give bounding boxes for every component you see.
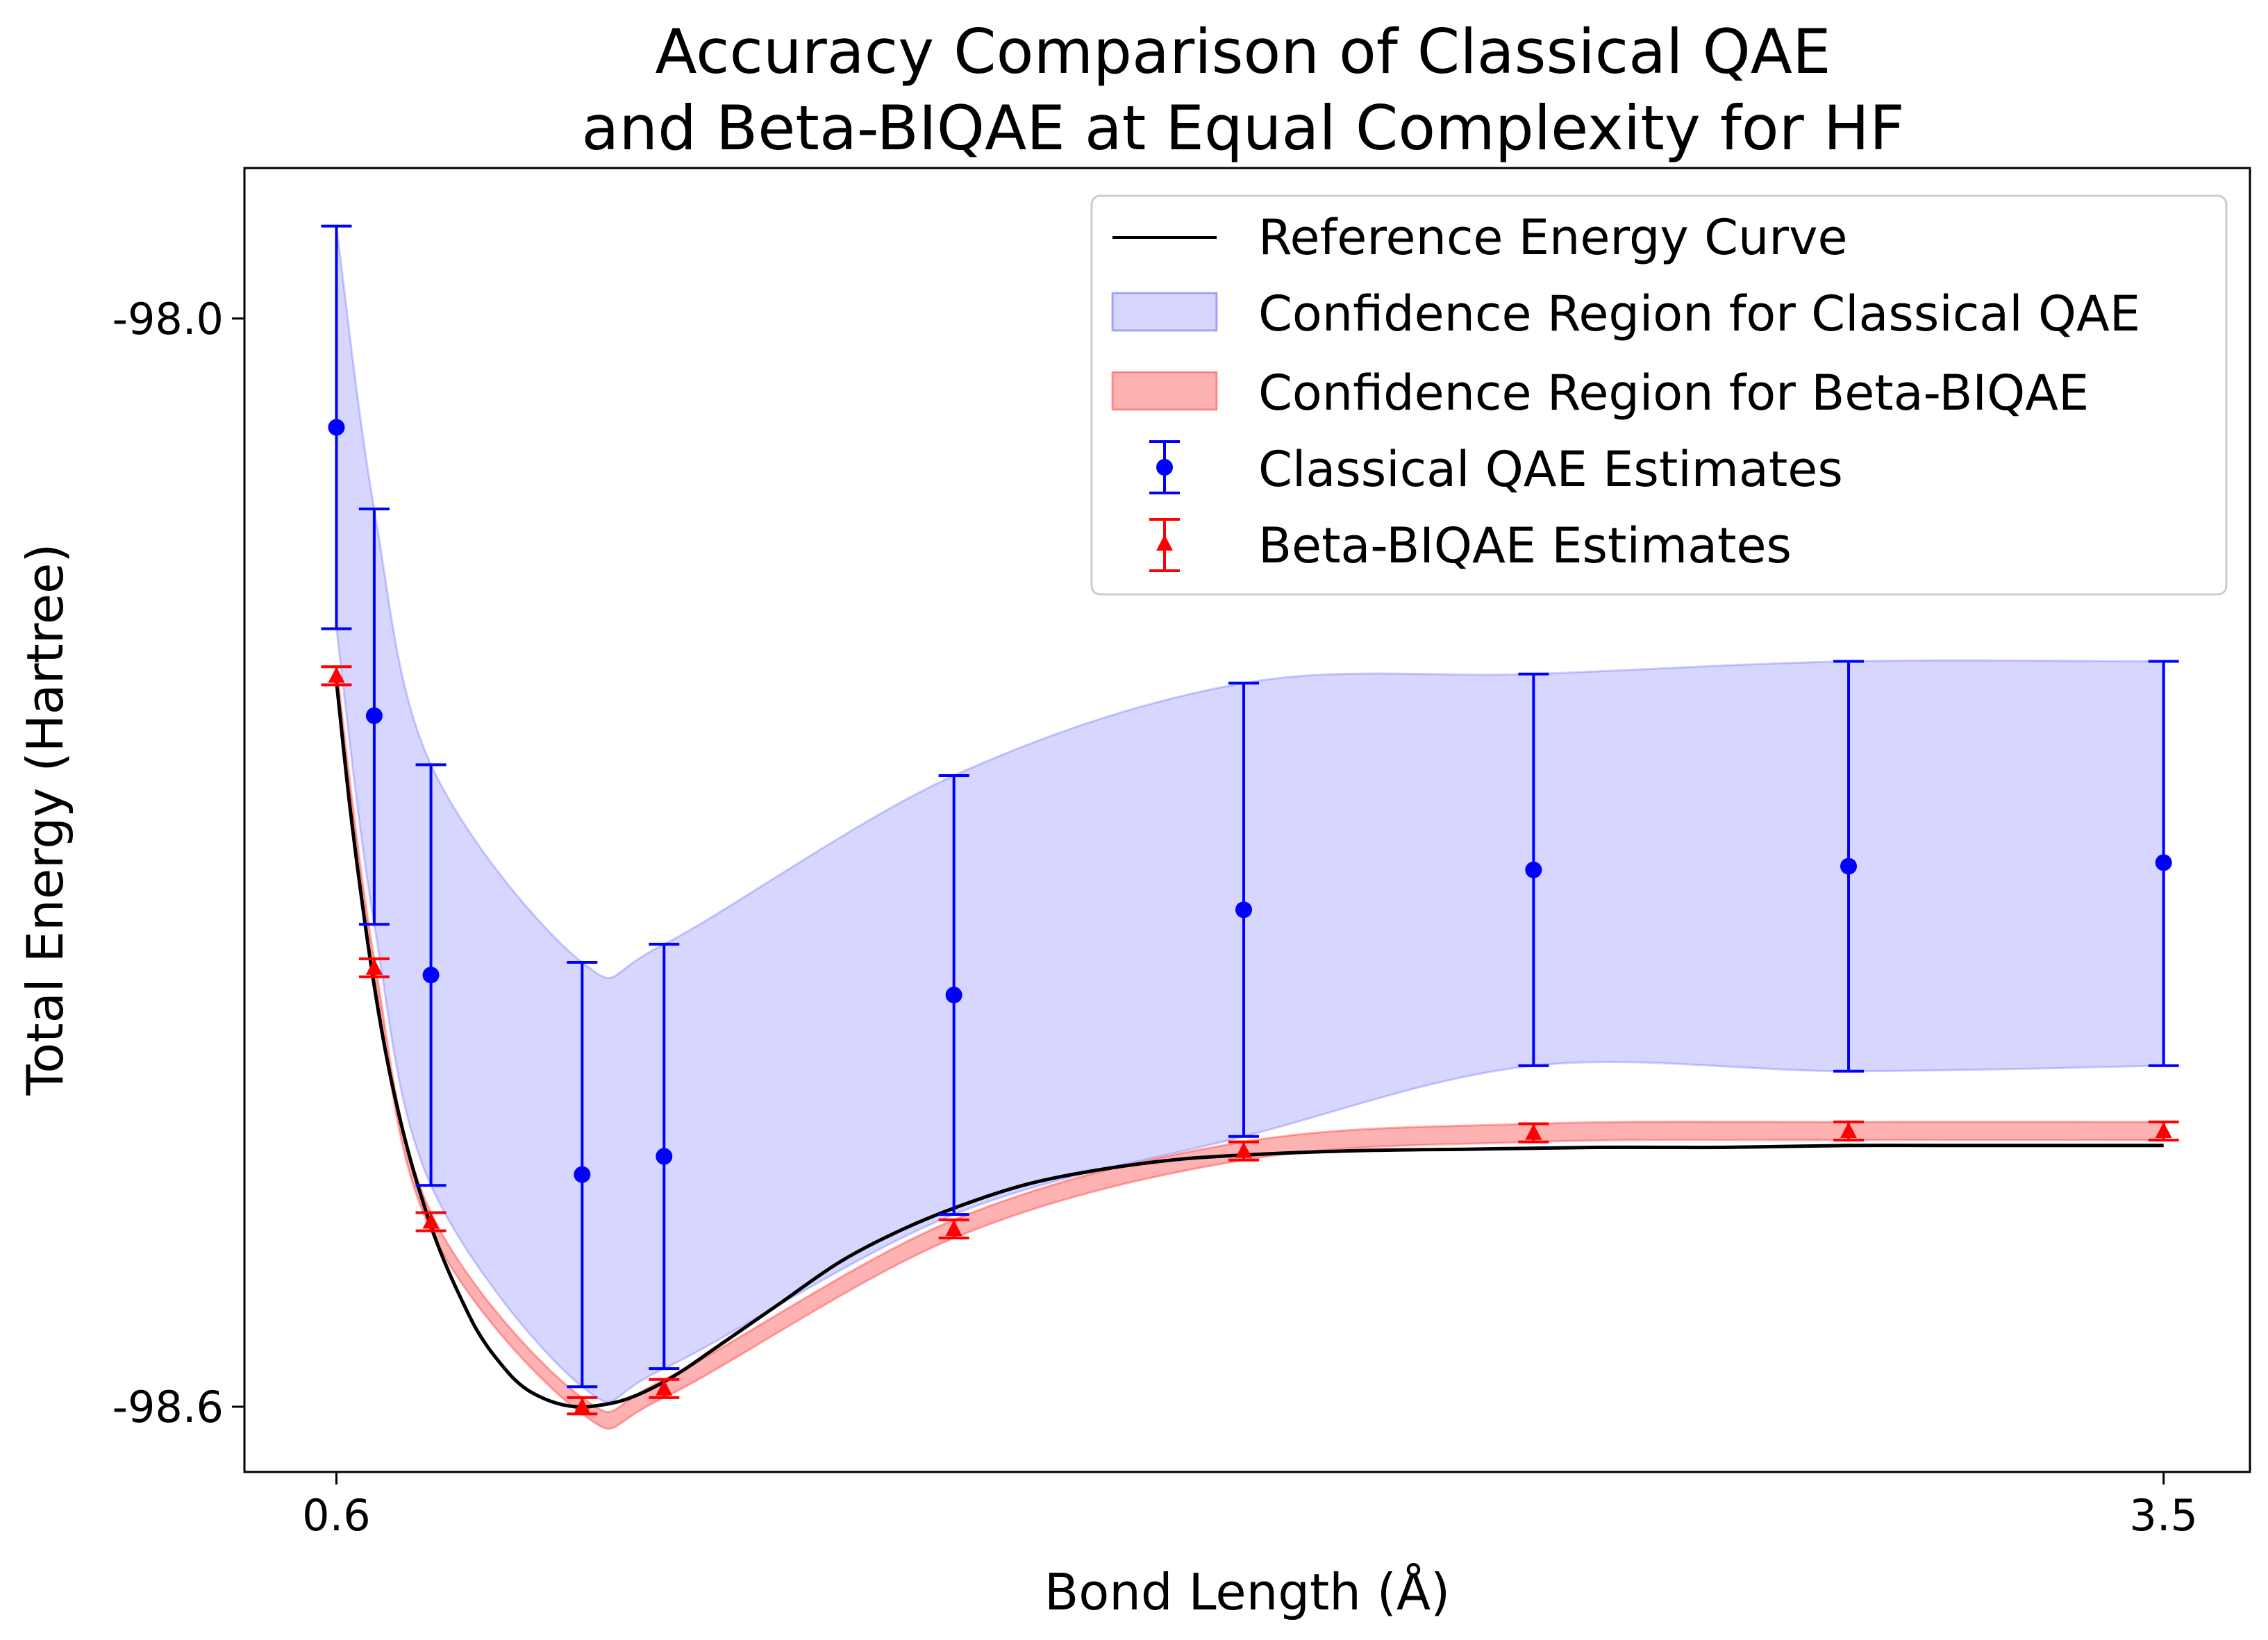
qae-estimate-point [328,419,345,436]
qae-estimate-point [656,1148,673,1165]
biqae-estimate-point [365,958,383,975]
reference-energy-curve [335,680,2164,1409]
biqae-estimate-point [2155,1121,2172,1138]
qae-estimate-point [422,967,440,984]
biqae-estimate-point [574,1397,591,1414]
qae-estimate-point [1235,901,1253,919]
biqae-estimate-point [328,667,345,683]
legend-label-qae-region: Confidence Region for Classical QAE [1258,285,2140,342]
legend-label-biqae-region: Confidence Region for Beta-BIQAE [1258,365,2089,421]
legend-qae-estimate-swatch [1149,440,1180,494]
y-axis-label: Total Energy (Hartree) [16,544,74,1096]
biqae-estimate-point [422,1212,440,1229]
legend: Reference Energy Curve Confidence Region… [1090,194,2228,596]
qae-estimate-point [2155,854,2172,871]
reference-curve-layer [335,680,2164,1409]
qae-estimate-point [945,987,962,1004]
x-axis-label: Bond Length (Å) [1044,1563,1450,1621]
y-tick-label: -98.0 [112,294,224,344]
markers-layer [328,419,2172,1414]
biqae-estimate-point [1525,1123,1542,1140]
qae-estimate-point [574,1166,591,1183]
legend-qae-region-swatch [1111,292,1218,332]
y-tick-label: -98.6 [112,1382,224,1432]
legend-biqae-region-swatch [1111,371,1218,411]
x-tick-label: 3.5 [2129,1490,2198,1541]
biqae-estimate-point [656,1379,673,1396]
legend-label-biqae-estimates: Beta-BIQAE Estimates [1258,517,1792,574]
qae-estimate-point [1840,857,1858,875]
legend-biqae-estimate-swatch [1149,518,1180,572]
chart-title-line-2: and Beta-BIQAE at Equal Complexity for H… [581,92,1904,164]
legend-label-qae-estimates: Classical QAE Estimates [1258,441,1843,498]
biqae-estimate-point [945,1219,962,1236]
legend-label-reference: Reference Energy Curve [1258,209,1848,266]
qae-estimate-point [1525,861,1542,878]
plot-frame [243,167,2251,1473]
chart-title-line-1: Accuracy Comparison of Classical QAE [655,16,1831,87]
biqae-estimate-point [1840,1121,1858,1138]
axis-ticks: 0.6 3.5 -98.0 -98.6 [112,294,2198,1541]
legend-box [1090,194,2228,596]
qae-estimate-point [365,707,383,724]
biqae-estimate-point [1235,1141,1253,1158]
x-tick-label: 0.6 [302,1490,371,1541]
